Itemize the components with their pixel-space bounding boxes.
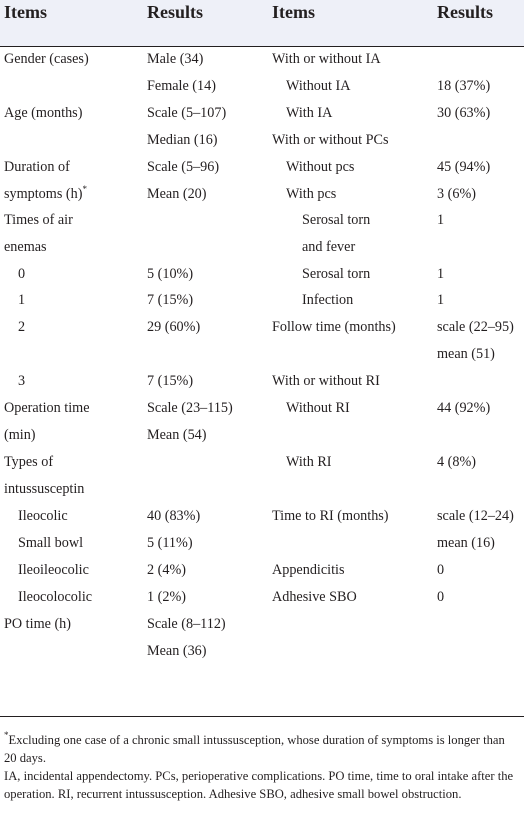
left-item-cell: 2 (18, 319, 26, 335)
left-item-cell: Small bowl (18, 535, 84, 551)
left-item-cell: Duration of (4, 159, 70, 175)
left-item-cell: Age (months) (4, 105, 83, 121)
right-item-cell: Adhesive SBO (272, 589, 357, 605)
left-result-cell: 29 (60%) (147, 319, 201, 335)
right-result-cell: 18 (37%) (437, 78, 491, 94)
left-result-cell: Female (14) (147, 78, 216, 94)
left-item-cell: Types of (4, 454, 54, 470)
left-item-cell: 3 (18, 373, 26, 389)
right-item-cell: With or without RI (272, 373, 380, 389)
right-result-cell: mean (16) (437, 535, 495, 551)
right-item-cell: Without IA (286, 78, 351, 94)
right-item-cell: With IA (286, 105, 333, 121)
header-rule (0, 46, 524, 47)
left-result-cell: Scale (5–96) (147, 159, 220, 175)
left-result-cell: Mean (20) (147, 186, 207, 202)
header-results-right: Results (437, 2, 494, 22)
right-result-cell: 0 (437, 589, 445, 605)
left-result-cell: 5 (11%) (147, 535, 193, 551)
left-result-cell: 1 (2%) (147, 589, 187, 605)
right-item-cell: With or without PCs (272, 132, 389, 148)
right-result-cell: scale (12–24) (437, 508, 514, 524)
right-item-cell: Without pcs (286, 159, 355, 175)
left-item-cell: (min) (4, 427, 36, 443)
left-item-cell: symptoms (h)* (4, 184, 87, 202)
right-item-cell: and fever (302, 239, 356, 255)
header-items-right: Items (272, 2, 315, 22)
right-item-cell: Follow time (months) (272, 319, 396, 335)
right-result-cell: 3 (6%) (437, 186, 477, 202)
right-result-cell: 1 (437, 266, 445, 282)
right-item-cell: Time to RI (months) (272, 508, 389, 524)
table-footnotes: *Excluding one case of a chronic small i… (4, 731, 520, 803)
left-result-cell: Scale (5–107) (147, 105, 227, 121)
left-item-cell: Operation time (4, 400, 90, 416)
right-result-cell: 1 (437, 292, 445, 308)
left-item-cell: Ileocolocolic (18, 589, 93, 605)
left-item-cell: intussusceptin (4, 481, 85, 497)
table-header: Items Results Items Results (0, 0, 524, 46)
right-result-cell: 30 (63%) (437, 105, 491, 121)
right-result-cell: 44 (92%) (437, 400, 491, 416)
right-item-cell: Serosal torn (302, 212, 371, 228)
right-item-cell: Appendicitis (272, 562, 345, 578)
right-item-cell: With pcs (286, 186, 337, 202)
header-results-left: Results (147, 2, 204, 22)
left-result-cell: Scale (8–112) (147, 616, 226, 632)
right-item-cell: Infection (302, 292, 354, 308)
right-result-cell: 45 (94%) (437, 159, 491, 175)
left-result-cell: 7 (15%) (147, 292, 194, 308)
left-item-cell: 1 (18, 292, 26, 308)
right-result-cell: 1 (437, 212, 445, 228)
left-item-cell: 0 (18, 266, 26, 282)
right-result-cell: scale (22–95) (437, 319, 514, 335)
right-item-cell: With or without IA (272, 51, 381, 67)
left-result-cell: Scale (23–115) (147, 400, 233, 416)
left-item-cell: PO time (h) (4, 616, 71, 632)
left-item-cell: Gender (cases) (4, 51, 89, 67)
footnote-duration-text: Excluding one case of a chronic small in… (4, 733, 505, 765)
footnote-ref-marker: * (82, 184, 87, 194)
right-result-cell: mean (51) (437, 346, 495, 362)
left-item-cell: Ileoileocolic (18, 562, 89, 578)
left-result-cell: 7 (15%) (147, 373, 194, 389)
footnote-marker: * (4, 730, 9, 740)
footnote-duration: *Excluding one case of a chronic small i… (4, 731, 520, 767)
right-result-cell: 4 (8%) (437, 454, 477, 470)
left-result-cell: 40 (83%) (147, 508, 201, 524)
left-result-cell: Mean (54) (147, 427, 207, 443)
right-item-cell: Serosal torn (302, 266, 371, 282)
left-item-cell: Ileocolic (18, 508, 68, 524)
left-result-cell: 2 (4%) (147, 562, 187, 578)
left-result-cell: Mean (36) (147, 643, 207, 659)
right-item-cell: Without RI (286, 400, 350, 416)
header-items-left: Items (4, 2, 47, 22)
left-result-cell: 5 (10%) (147, 266, 194, 282)
left-item-cell: Times of air (4, 212, 73, 228)
right-result-cell: 0 (437, 562, 445, 578)
left-result-cell: Male (34) (147, 51, 204, 67)
left-result-cell: Median (16) (147, 132, 218, 148)
right-item-cell: With RI (286, 454, 332, 470)
left-item-cell: enemas (4, 239, 47, 255)
footnote-abbreviations: IA, incidental appendectomy. PCs, periop… (4, 769, 514, 801)
table-bottom-rule (0, 716, 524, 717)
